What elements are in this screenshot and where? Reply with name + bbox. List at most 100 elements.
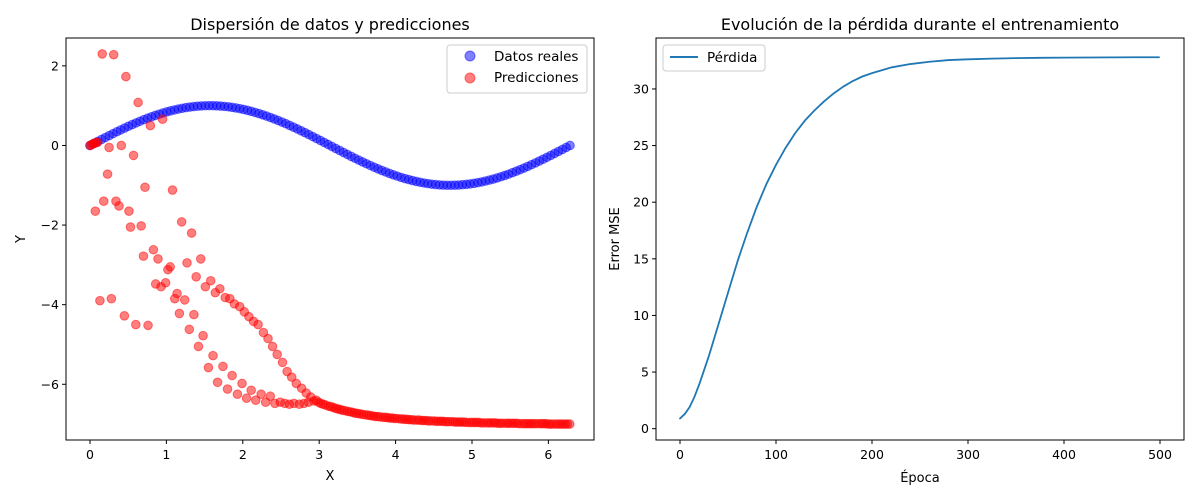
scatter-point-predicciones [237, 378, 247, 389]
scatter-point-predicciones [148, 244, 159, 255]
scatter-point-predicciones [108, 49, 119, 60]
legend-label-predicciones: Predicciones [494, 70, 579, 86]
scatter-point-predicciones [205, 275, 216, 286]
scatter-point-predicciones [250, 395, 261, 405]
y-tick-label: 15 [633, 251, 649, 266]
x-tick-label: 1 [162, 447, 170, 462]
scatter-point-predicciones [160, 277, 171, 288]
scatter-point-predicciones [167, 185, 178, 195]
scatter-title: Dispersión de datos y predicciones [190, 15, 470, 34]
y-tick-label: −4 [41, 297, 59, 312]
scatter-point-predicciones [143, 320, 153, 331]
scatter-point-predicciones [215, 283, 225, 294]
y-tick-label: −2 [41, 218, 59, 233]
scatter-point-predicciones [95, 295, 105, 306]
x-tick-label: 0 [86, 447, 94, 462]
loss-y-label: Error MSE [608, 207, 623, 271]
x-tick-label: 500 [1148, 447, 1172, 462]
scatter-point-predicciones [153, 254, 163, 264]
loss-axes-frame [655, 37, 1185, 441]
loss-panel: 0 100 200 300 400 500 0 5 10 15 20 25 30 Evolución … [608, 15, 1185, 486]
y-tick-label: 0 [641, 421, 649, 436]
scatter-point-predicciones [232, 389, 243, 400]
scatter-point-predicciones [140, 182, 150, 193]
scatter-y-ticks: 2 0 −2 −4 −6 [41, 58, 66, 392]
scatter-point-predicciones [116, 140, 127, 151]
y-tick-label: 25 [633, 138, 649, 153]
scatter-point-predicciones [186, 228, 197, 238]
y-tick-label: 2 [51, 58, 59, 73]
loss-legend: Pérdida [662, 44, 766, 72]
y-tick-label: 0 [51, 138, 59, 153]
loss-plot-area [679, 56, 1160, 420]
scatter-point-predicciones [102, 169, 113, 179]
loss-legend-box [662, 44, 766, 72]
scatter-point-predicciones [98, 196, 109, 206]
scatter-point-predicciones [125, 222, 136, 232]
scatter-point-predicciones [212, 377, 223, 388]
scatter-point-predicciones [222, 384, 233, 394]
x-tick-label: 100 [764, 447, 788, 462]
x-tick-label: 2 [239, 447, 247, 462]
scatter-point-predicciones [286, 372, 297, 382]
scatter-point-predicciones [121, 71, 131, 82]
scatter-point-predicciones [157, 114, 168, 124]
y-tick-label: 30 [633, 81, 649, 96]
scatter-point-predicciones [128, 150, 139, 161]
scatter-point-predicciones [253, 319, 263, 330]
scatter-point-predicciones [165, 262, 176, 272]
loss-line [679, 56, 1160, 420]
scatter-point-predicciones [179, 295, 190, 305]
x-tick-label: 5 [468, 447, 476, 462]
scatter-point-predicciones [265, 391, 276, 402]
scatter-point-predicciones [176, 217, 187, 227]
y-tick-label: 20 [633, 195, 649, 210]
x-tick-label: 0 [676, 447, 684, 462]
scatter-point-predicciones [241, 393, 252, 404]
scatter-point-predicciones [208, 350, 218, 361]
scatter-point-predicciones [203, 362, 214, 373]
scatter-point-predicciones [256, 389, 266, 400]
scatter-point-predicciones [133, 97, 143, 108]
legend-marker-datos-reales [464, 50, 476, 62]
scatter-point-predicciones [191, 272, 201, 282]
legend-label-datos-reales: Datos reales [494, 49, 578, 65]
loss-x-label: Época [900, 470, 940, 486]
scatter-point-datos-reales [565, 140, 575, 151]
scatter-point-predicciones [106, 293, 117, 304]
scatter-point-predicciones [90, 206, 101, 216]
scatter-point-predicciones [174, 308, 185, 319]
scatter-point-predicciones [195, 254, 206, 264]
scatter-point-predicciones [564, 419, 575, 429]
scatter-point-predicciones [131, 319, 141, 330]
y-tick-label: 5 [641, 365, 649, 380]
x-tick-label: 3 [315, 447, 323, 462]
scatter-point-predicciones [227, 370, 237, 381]
scatter-point-predicciones [267, 341, 278, 352]
scatter-legend: Datos reales Predicciones [446, 44, 588, 94]
scatter-point-predicciones [198, 330, 208, 341]
x-tick-label: 400 [1052, 447, 1076, 462]
scatter-point-predicciones [124, 206, 134, 216]
scatter-point-predicciones [277, 357, 288, 368]
scatter-point-predicciones [182, 258, 192, 268]
scatter-axes-frame [65, 37, 595, 441]
scatter-plot-area [85, 49, 575, 429]
scatter-point-predicciones [114, 201, 124, 211]
x-tick-label: 6 [544, 447, 552, 462]
x-tick-label: 200 [860, 447, 884, 462]
scatter-x-label: X [326, 469, 335, 484]
scatter-x-ticks: 0 1 2 3 4 5 6 [86, 440, 552, 462]
scatter-legend-box [446, 44, 588, 94]
scatter-point-predicciones [200, 281, 211, 292]
scatter-point-predicciones [193, 341, 204, 352]
scatter-point-predicciones [272, 349, 282, 360]
scatter-point-predicciones [172, 288, 182, 299]
x-tick-label: 4 [392, 447, 400, 462]
scatter-point-predicciones [218, 361, 228, 372]
scatter-point-predicciones [189, 309, 199, 320]
scatter-point-predicciones [92, 137, 103, 148]
scatter-panel: 0 1 2 3 4 5 6 2 0 −2 −4 −6 Dispersión de datos y p… [14, 15, 595, 484]
